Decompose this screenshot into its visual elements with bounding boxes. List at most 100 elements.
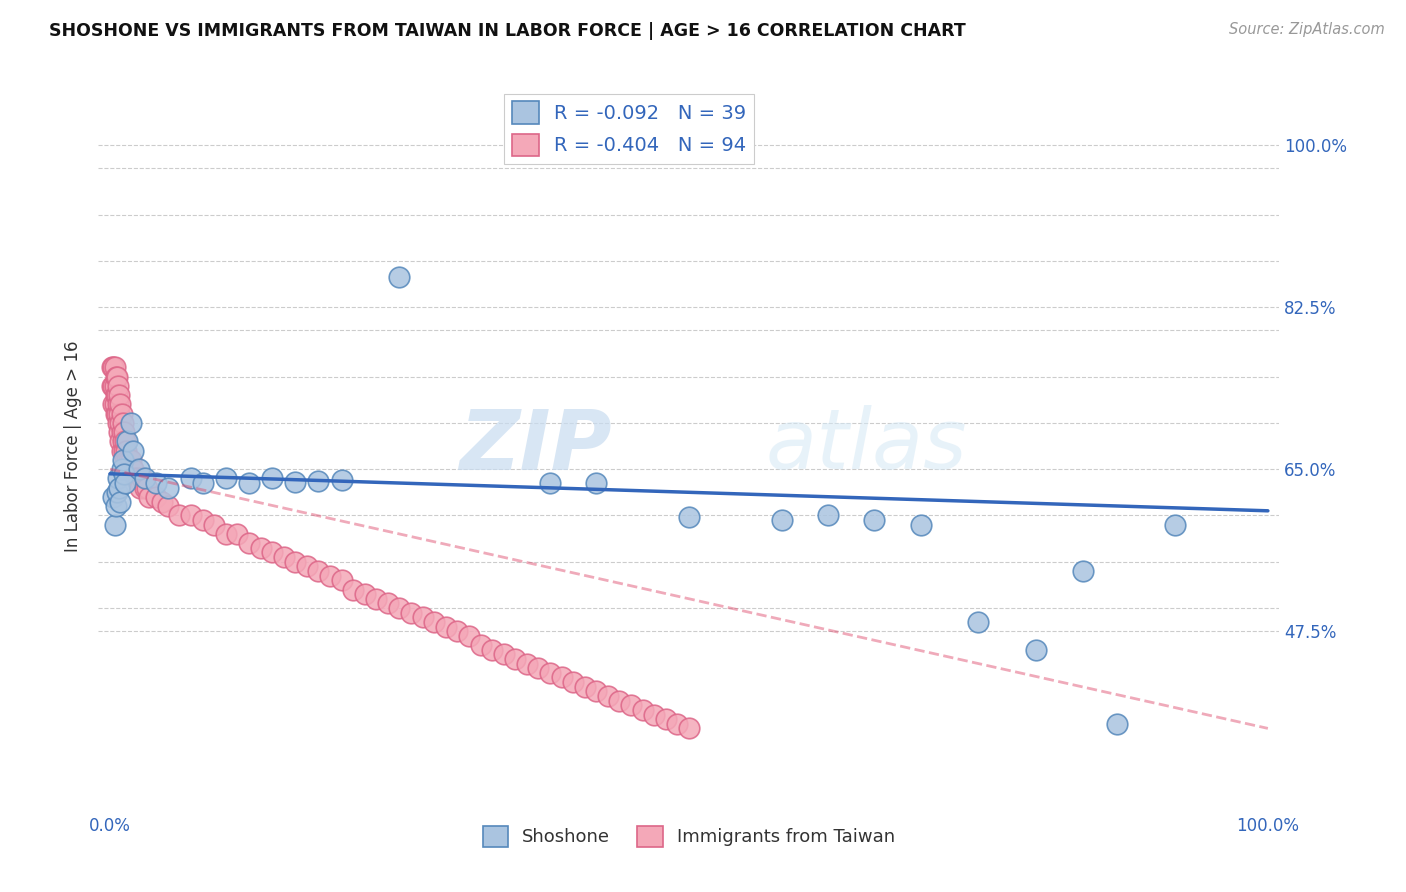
Point xyxy=(562,675,585,690)
Point xyxy=(104,360,127,375)
Point xyxy=(620,698,643,713)
Point xyxy=(111,453,134,467)
Point xyxy=(122,443,145,458)
Point xyxy=(377,596,399,610)
Point xyxy=(134,471,156,485)
Point xyxy=(262,545,284,559)
Point xyxy=(150,494,173,508)
Point xyxy=(655,712,678,726)
Point xyxy=(110,416,132,430)
Point xyxy=(678,722,700,736)
Point xyxy=(110,494,132,508)
Point xyxy=(191,476,214,491)
Point xyxy=(110,462,132,476)
Point xyxy=(107,471,129,485)
Point xyxy=(423,615,446,629)
Point xyxy=(103,360,125,375)
Point xyxy=(110,425,132,439)
Point xyxy=(112,443,135,458)
Point xyxy=(910,517,932,532)
Point xyxy=(110,397,132,411)
Point xyxy=(180,471,202,485)
Point xyxy=(585,684,607,698)
Point xyxy=(1164,517,1187,532)
Point xyxy=(817,508,839,523)
Point xyxy=(114,476,136,491)
Point xyxy=(110,407,132,421)
Point xyxy=(117,434,139,449)
Point xyxy=(104,388,127,402)
Point xyxy=(108,388,131,402)
Point xyxy=(103,379,125,393)
Point xyxy=(1107,716,1129,731)
Point xyxy=(1071,564,1094,578)
Point xyxy=(122,462,145,476)
Point xyxy=(118,462,141,476)
Point xyxy=(967,615,990,629)
Point xyxy=(111,416,134,430)
Point xyxy=(503,652,526,666)
Point xyxy=(262,471,284,485)
Point xyxy=(145,490,167,504)
Point xyxy=(107,416,129,430)
Point xyxy=(101,360,124,375)
Point xyxy=(470,638,492,652)
Point xyxy=(103,490,125,504)
Point xyxy=(101,379,124,393)
Point xyxy=(215,471,238,485)
Point xyxy=(105,407,128,421)
Point xyxy=(114,453,136,467)
Point xyxy=(124,471,146,485)
Point xyxy=(120,416,142,430)
Point xyxy=(202,517,225,532)
Point xyxy=(169,508,191,523)
Point xyxy=(538,665,561,680)
Point xyxy=(863,513,886,527)
Point xyxy=(104,517,127,532)
Point xyxy=(134,481,156,495)
Point xyxy=(238,476,260,491)
Point xyxy=(180,508,202,523)
Point xyxy=(105,369,128,384)
Point xyxy=(138,490,160,504)
Point xyxy=(273,550,295,565)
Point xyxy=(585,476,607,491)
Point xyxy=(353,587,375,601)
Point xyxy=(117,453,139,467)
Point xyxy=(550,670,572,684)
Point xyxy=(1025,642,1047,657)
Point xyxy=(770,513,793,527)
Text: SHOSHONE VS IMMIGRANTS FROM TAIWAN IN LABOR FORCE | AGE > 16 CORRELATION CHART: SHOSHONE VS IMMIGRANTS FROM TAIWAN IN LA… xyxy=(49,22,966,40)
Point xyxy=(574,680,596,694)
Point xyxy=(330,574,353,588)
Point xyxy=(666,716,689,731)
Point xyxy=(238,536,260,550)
Point xyxy=(284,555,307,569)
Point xyxy=(108,407,131,421)
Point xyxy=(111,434,134,449)
Point xyxy=(129,481,152,495)
Point xyxy=(145,476,167,491)
Point xyxy=(104,369,127,384)
Point xyxy=(131,471,153,485)
Point xyxy=(609,693,631,707)
Point xyxy=(114,434,136,449)
Point xyxy=(399,606,422,620)
Point xyxy=(121,462,143,476)
Point xyxy=(481,642,503,657)
Point xyxy=(249,541,271,555)
Point xyxy=(412,610,434,624)
Point xyxy=(388,601,411,615)
Point xyxy=(104,499,127,513)
Point xyxy=(295,559,318,574)
Text: ZIP: ZIP xyxy=(460,406,612,486)
Point xyxy=(307,474,329,488)
Point xyxy=(596,689,619,703)
Point xyxy=(136,481,159,495)
Point xyxy=(115,443,138,458)
Text: Source: ZipAtlas.com: Source: ZipAtlas.com xyxy=(1229,22,1385,37)
Point xyxy=(110,443,132,458)
Point xyxy=(366,591,388,606)
Point xyxy=(104,407,127,421)
Point xyxy=(127,471,149,485)
